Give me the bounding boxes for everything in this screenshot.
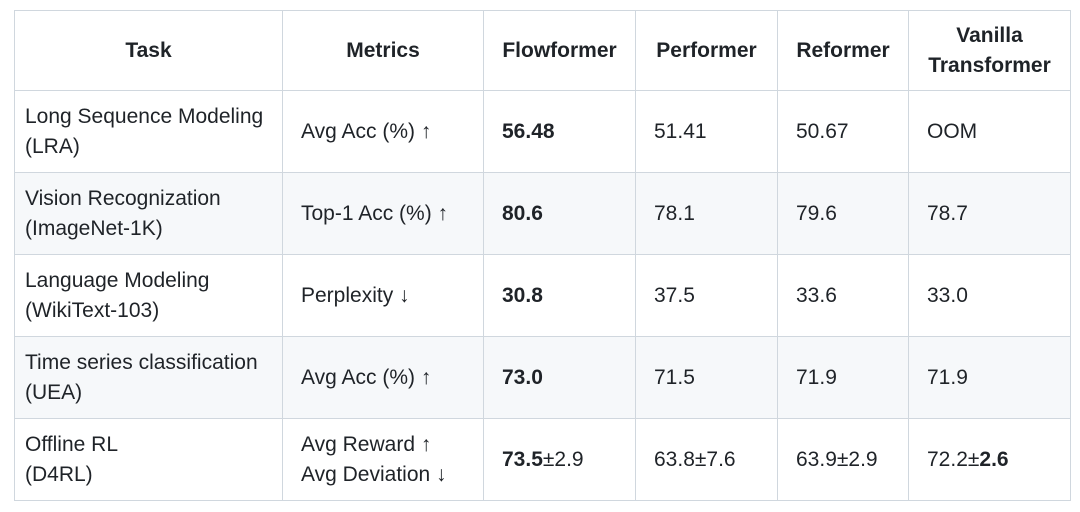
column-header-task: Task: [14, 10, 283, 91]
vanilla-transformer-value-cell: 78.7: [908, 172, 1071, 255]
table-row-uea: Time series classification (UEA) Avg Acc…: [14, 336, 1071, 419]
value-regular-text: 71.9: [927, 365, 968, 389]
metric-line: Perplexity ↓: [301, 283, 410, 307]
value-regular-text: 33.6: [796, 283, 837, 307]
vanilla-transformer-value-cell: 33.0: [908, 254, 1071, 337]
value-regular-text: ±2.9: [542, 447, 584, 471]
task-cell: Vision Recognization (ImageNet-1K): [14, 172, 283, 255]
reformer-value-cell: 63.9±2.9: [777, 418, 909, 501]
benchmark-table-container: Task Metrics Flowformer Performer Reform…: [14, 10, 1071, 501]
header-row: Task Metrics Flowformer Performer Reform…: [14, 10, 1071, 91]
task-dataset-line: (D4RL): [25, 462, 93, 486]
metrics-cell: Perplexity ↓: [282, 254, 484, 337]
metrics-cell: Avg Acc (%) ↑: [282, 90, 484, 173]
vanilla-transformer-value-cell: OOM: [908, 90, 1071, 173]
metric-line: Avg Deviation ↓: [301, 462, 447, 486]
performer-value-cell: 51.41: [635, 90, 778, 173]
value-regular-text: 50.67: [796, 119, 849, 143]
value-bold-text: 56.48: [502, 119, 555, 143]
vanilla-transformer-value-cell: 72.2±2.6: [908, 418, 1071, 501]
task-cell: Language Modeling (WikiText-103): [14, 254, 283, 337]
column-header-vanilla-transformer: Vanilla Transformer: [908, 10, 1071, 91]
performer-value-cell: 37.5: [635, 254, 778, 337]
reformer-value-cell: 79.6: [777, 172, 909, 255]
value-regular-text: 79.6: [796, 201, 837, 225]
task-cell: Long Sequence Modeling (LRA): [14, 90, 283, 173]
value-regular-text: 33.0: [927, 283, 968, 307]
flowformer-value-cell: 56.48: [483, 90, 636, 173]
performer-value-cell: 78.1: [635, 172, 778, 255]
value-regular-text: 37.5: [654, 283, 695, 307]
table-row-d4rl: Offline RL (D4RL) Avg Reward ↑ Avg Devia…: [14, 418, 1071, 501]
value-bold-text: 80.6: [502, 201, 543, 225]
metrics-cell: Avg Reward ↑ Avg Deviation ↓: [282, 418, 484, 501]
metric-line: Avg Acc (%) ↑: [301, 365, 432, 389]
task-dataset-line: (ImageNet-1K): [25, 216, 163, 240]
metric-line: Avg Acc (%) ↑: [301, 119, 432, 143]
value-bold-text: 73.5: [502, 447, 543, 471]
value-bold-text: 30.8: [502, 283, 543, 307]
task-dataset-line: (UEA): [25, 380, 83, 404]
value-regular-text: 71.9: [796, 365, 837, 389]
reformer-value-cell: 71.9: [777, 336, 909, 419]
metric-line: Top-1 Acc (%) ↑: [301, 201, 449, 225]
value-regular-text: 78.1: [654, 201, 695, 225]
value-regular-text: 63.9±2.9: [796, 447, 878, 471]
value-regular-text: OOM: [927, 119, 978, 143]
value-bold-text: 73.0: [502, 365, 543, 389]
value-bold-text: 2.6: [979, 447, 1009, 471]
metric-line: Avg Reward ↑: [301, 432, 432, 456]
task-name-line: Language Modeling: [25, 268, 210, 292]
task-name-line: Vision Recognization: [25, 186, 221, 210]
value-regular-text: 51.41: [654, 119, 707, 143]
value-regular-text: 72.2±: [927, 447, 980, 471]
table-row-imagenet: Vision Recognization (ImageNet-1K) Top-1…: [14, 172, 1071, 255]
vanilla-transformer-value-cell: 71.9: [908, 336, 1071, 419]
task-name-line: Long Sequence Modeling: [25, 104, 264, 128]
task-cell: Offline RL (D4RL): [14, 418, 283, 501]
reformer-value-cell: 33.6: [777, 254, 909, 337]
task-name-line: Offline RL: [25, 432, 118, 456]
task-name-line: Time series classification: [25, 350, 258, 374]
value-regular-text: 71.5: [654, 365, 695, 389]
column-header-performer: Performer: [635, 10, 778, 91]
flowformer-value-cell: 73.5±2.9: [483, 418, 636, 501]
column-header-reformer: Reformer: [777, 10, 909, 91]
metrics-cell: Top-1 Acc (%) ↑: [282, 172, 484, 255]
flowformer-value-cell: 80.6: [483, 172, 636, 255]
table-row-wikitext: Language Modeling (WikiText-103) Perplex…: [14, 254, 1071, 337]
performer-value-cell: 71.5: [635, 336, 778, 419]
task-dataset-line: (WikiText-103): [25, 298, 160, 322]
task-cell: Time series classification (UEA): [14, 336, 283, 419]
reformer-value-cell: 50.67: [777, 90, 909, 173]
value-regular-text: 78.7: [927, 201, 968, 225]
benchmark-results-table: Task Metrics Flowformer Performer Reform…: [14, 10, 1071, 501]
column-header-flowformer: Flowformer: [483, 10, 636, 91]
flowformer-value-cell: 30.8: [483, 254, 636, 337]
metrics-cell: Avg Acc (%) ↑: [282, 336, 484, 419]
flowformer-value-cell: 73.0: [483, 336, 636, 419]
value-regular-text: 63.8±7.6: [654, 447, 736, 471]
performer-value-cell: 63.8±7.6: [635, 418, 778, 501]
column-header-metrics: Metrics: [282, 10, 484, 91]
table-row-lra: Long Sequence Modeling (LRA) Avg Acc (%)…: [14, 90, 1071, 173]
task-dataset-line: (LRA): [25, 134, 80, 158]
